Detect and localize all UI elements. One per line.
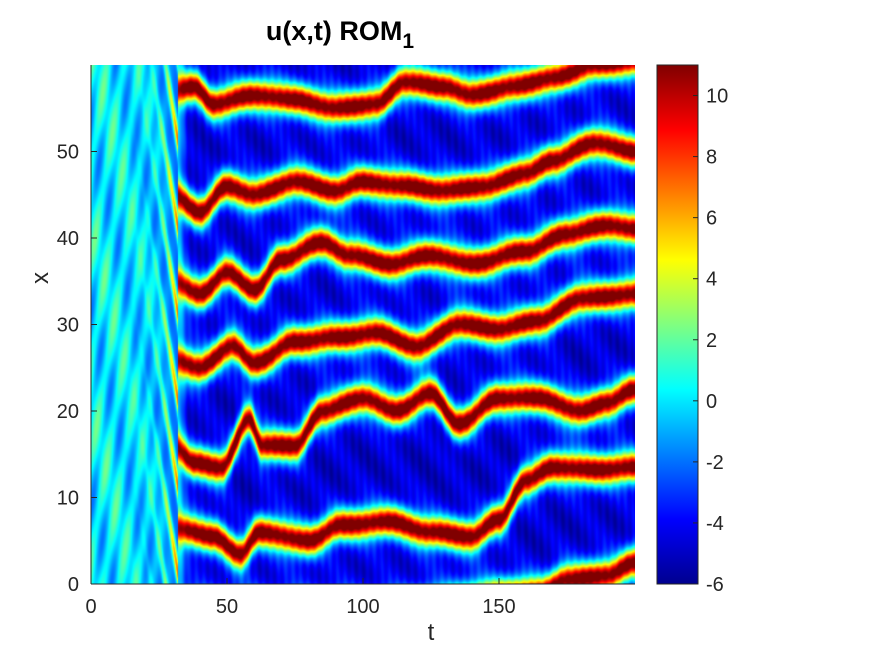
x-tick-label: 50 <box>216 596 238 618</box>
y-tick-label: 10 <box>57 488 79 510</box>
x-axis-ticks: 0 50 100 150 <box>85 578 516 618</box>
heatmap-canvas <box>91 65 635 584</box>
y-axis-label: x <box>27 272 54 284</box>
colorbar-tick-label: -4 <box>706 513 724 535</box>
y-axis-ticks: 0 10 20 30 40 50 <box>57 142 97 596</box>
y-tick-label: 40 <box>57 228 79 250</box>
colorbar-tick-label: 2 <box>706 330 717 352</box>
colorbar-tick-label: -2 <box>706 452 724 474</box>
colorbar-ticks: -6 -4 -2 0 2 4 6 8 10 <box>693 86 728 596</box>
x-tick-label: 0 <box>85 596 96 618</box>
x-tick-label: 100 <box>346 596 379 618</box>
colorbar-tick-label: 0 <box>706 391 717 413</box>
colorbar-tick-label: 8 <box>706 147 717 169</box>
y-tick-label: 20 <box>57 401 79 423</box>
chart-title-main: u(x,t) ROM <box>266 16 402 46</box>
colorbar-tick-label: -6 <box>706 574 724 596</box>
x-axis-label: t <box>428 619 435 646</box>
colorbar-tick-label: 10 <box>706 86 728 108</box>
y-tick-label: 50 <box>57 142 79 164</box>
chart-title-subscript: 1 <box>402 30 414 53</box>
y-tick-label: 30 <box>57 315 79 337</box>
y-tick-label: 0 <box>68 574 79 596</box>
chart-title: u(x,t) ROM1 <box>266 16 414 53</box>
x-tick-label: 150 <box>482 596 515 618</box>
heatmap-plot-area <box>91 65 635 584</box>
colorbar-tick-label: 4 <box>706 269 717 291</box>
colorbar-tick-label: 6 <box>706 208 717 230</box>
colorbar <box>656 64 699 585</box>
